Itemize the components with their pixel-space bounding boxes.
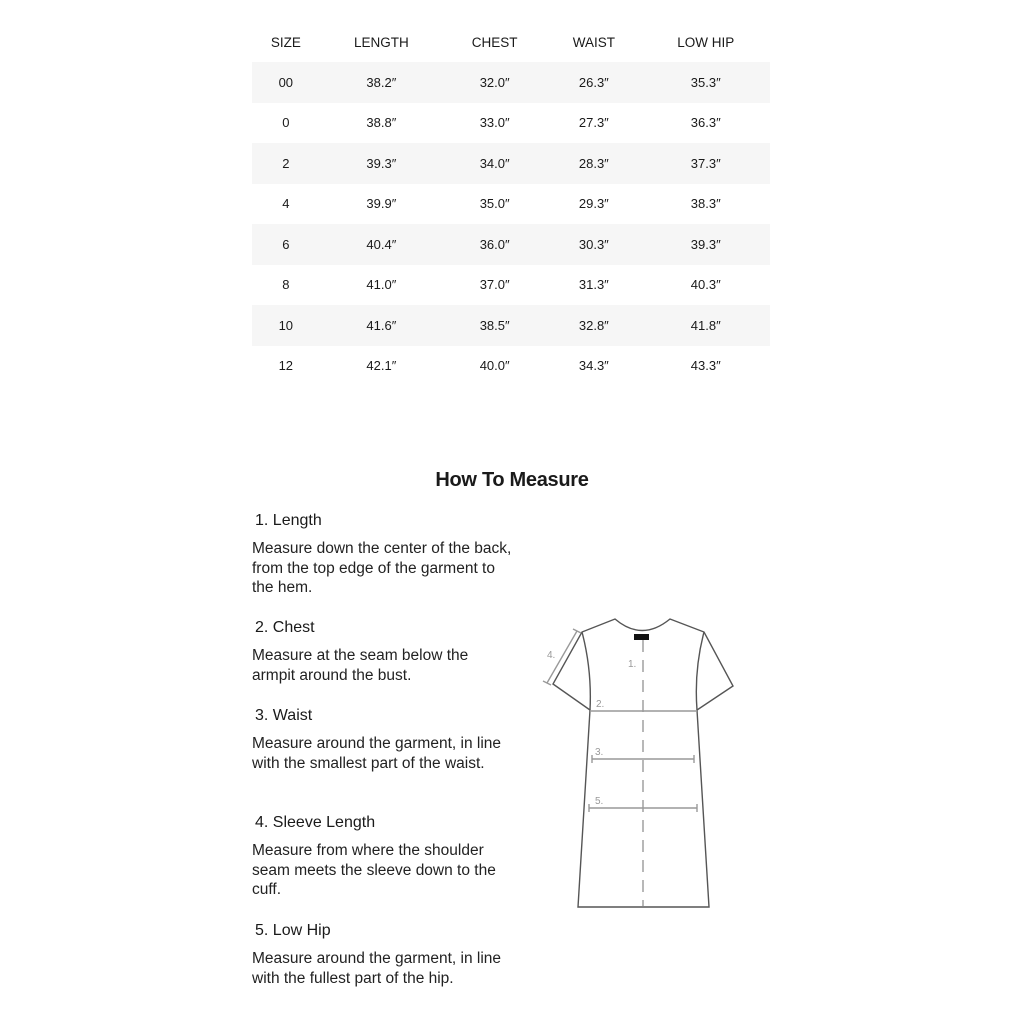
table-cell: 38.3″ [690, 196, 721, 212]
table-cell: 27.3″ [578, 115, 609, 131]
table-cell: 4 [282, 196, 290, 212]
step-title: 5. Low Hip [255, 922, 331, 939]
step-title: 2. Chest [255, 619, 315, 636]
step-title: 1. Length [255, 512, 322, 529]
table-cell: 43.3″ [690, 358, 721, 374]
table-row: 8 41.0″ 37.0″ 31.3″ 40.3″ [252, 265, 770, 306]
table-cell: 34.3″ [578, 358, 609, 374]
step-chest: 2. Chest Measure at the seam below the a… [252, 619, 512, 685]
table-cell: 41.0″ [366, 277, 397, 293]
table-cell: 0 [282, 115, 290, 131]
table-cell: 39.3″ [641, 224, 770, 265]
table-cell: 42.1″ [366, 358, 397, 374]
table-cell: 00 [252, 62, 320, 103]
table-cell: 26.3″ [546, 62, 642, 103]
table-cell: 12 [278, 358, 294, 374]
label-1: 1. [628, 659, 636, 670]
table-cell: 34.0″ [443, 143, 547, 184]
table-cell: 35.3″ [641, 62, 770, 103]
table-cell: 39.3″ [319, 143, 444, 184]
dress-measurement-diagram: 1. 2. 3. 4. 5. [542, 618, 734, 908]
step-text: Measure around the garment, in line with… [252, 950, 502, 987]
step-text: Measure from where the shoulder seam mee… [252, 842, 496, 898]
step-title: 4. Sleeve Length [255, 814, 376, 831]
header-low-hip: LOW HIP [677, 34, 735, 50]
table-cell: 41.6″ [319, 305, 444, 346]
table-cell: 8 [282, 277, 290, 293]
header-size: SIZE [270, 34, 301, 50]
step-low-hip: 5. Low Hip Measure around the garment, i… [252, 922, 512, 988]
table-row: 0 38.8″ 33.0″ 27.3″ 36.3″ [252, 103, 770, 144]
step-waist: 3. Waist Measure around the garment, in … [252, 707, 512, 773]
table-cell: 29.3″ [578, 196, 609, 212]
table-cell: 37.3″ [641, 143, 770, 184]
table-cell: 40.3″ [690, 277, 721, 293]
table-cell: 36.3″ [690, 115, 721, 131]
table-cell: 32.0″ [443, 62, 547, 103]
table-cell: 30.3″ [546, 224, 642, 265]
table-cell: 2 [252, 143, 320, 184]
table-cell: 38.5″ [443, 305, 547, 346]
table-cell: 10 [252, 305, 320, 346]
table-cell: 31.3″ [578, 277, 609, 293]
table-header-row: SIZE LENGTH CHEST WAIST LOW HIP [252, 22, 770, 62]
table-row: 00 38.2″ 32.0″ 26.3″ 35.3″ [252, 62, 770, 103]
header-chest: CHEST [471, 34, 518, 50]
label-2: 2. [596, 699, 604, 710]
step-length: 1. Length Measure down the center of the… [252, 512, 512, 598]
table-cell: 28.3″ [546, 143, 642, 184]
how-to-measure-title: How To Measure [435, 469, 589, 491]
table-cell: 39.9″ [366, 196, 397, 212]
table-cell: 40.0″ [479, 358, 510, 374]
table-row: 2 39.3″ 34.0″ 28.3″ 37.3″ [252, 143, 770, 184]
measure-lines [542, 628, 698, 906]
label-4: 4. [547, 650, 555, 661]
dress-outline [552, 618, 734, 908]
table-cell: 33.0″ [479, 115, 510, 131]
table-row: 10 41.6″ 38.5″ 32.8″ 41.8″ [252, 305, 770, 346]
table-cell: 41.8″ [641, 305, 770, 346]
step-text: Measure around the garment, in line with… [252, 735, 502, 772]
table-cell: 35.0″ [479, 196, 510, 212]
size-chart-table: SIZE LENGTH CHEST WAIST LOW HIP 00 38.2″ 3… [252, 22, 770, 386]
table-cell: 36.0″ [443, 224, 547, 265]
step-text: Measure at the seam below the armpit aro… [252, 647, 469, 684]
table-cell: 32.8″ [546, 305, 642, 346]
table-cell: 6 [252, 224, 320, 265]
header-waist: WAIST [572, 34, 615, 50]
table-cell: 40.4″ [319, 224, 444, 265]
table-row: 12 42.1″ 40.0″ 34.3″ 43.3″ [252, 346, 770, 387]
neck-label-tag [634, 634, 649, 640]
step-sleeve-length: 4. Sleeve Length Measure from where the … [252, 814, 512, 900]
header-length: LENGTH [353, 34, 409, 50]
table-cell: 38.8″ [366, 115, 397, 131]
label-5: 5. [595, 796, 603, 807]
step-title: 3. Waist [255, 707, 313, 724]
table-cell: 38.2″ [319, 62, 444, 103]
label-3: 3. [595, 747, 603, 758]
table-row: 6 40.4″ 36.0″ 30.3″ 39.3″ [252, 224, 770, 265]
table-cell: 37.0″ [479, 277, 510, 293]
table-row: 4 39.9″ 35.0″ 29.3″ 38.3″ [252, 184, 770, 225]
step-text: Measure down the center of the back, fro… [252, 540, 512, 596]
